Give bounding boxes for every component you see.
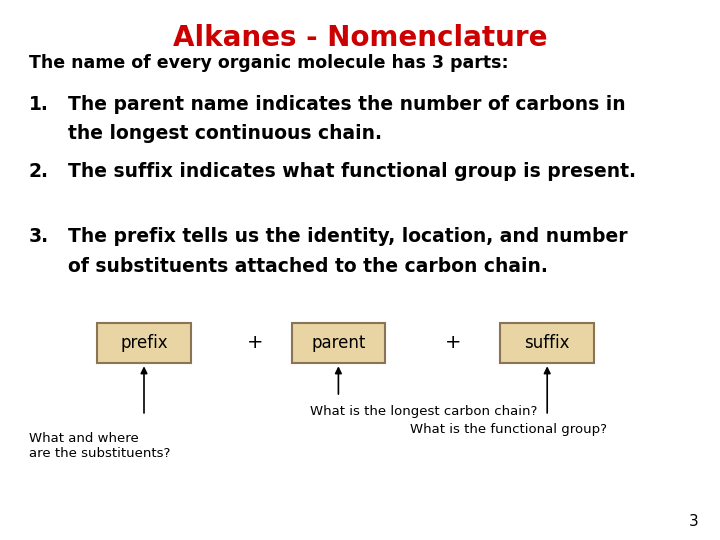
Text: The prefix tells us the identity, location, and number: The prefix tells us the identity, locati… [68,227,628,246]
Text: 3: 3 [688,514,698,529]
Text: 2.: 2. [29,162,49,181]
Text: +: + [446,333,462,353]
Text: +: + [248,333,264,353]
Text: 1.: 1. [29,94,49,113]
FancyBboxPatch shape [500,322,594,363]
Text: What is the longest carbon chain?: What is the longest carbon chain? [310,405,537,418]
Text: The parent name indicates the number of carbons in: The parent name indicates the number of … [68,94,626,113]
Text: The suffix indicates what functional group is present.: The suffix indicates what functional gro… [68,162,636,181]
FancyBboxPatch shape [97,322,191,363]
Text: prefix: prefix [120,334,168,352]
Text: of substituents attached to the carbon chain.: of substituents attached to the carbon c… [68,256,548,275]
Text: 3.: 3. [29,227,49,246]
Text: the longest continuous chain.: the longest continuous chain. [68,124,382,143]
Text: What is the functional group?: What is the functional group? [410,423,608,436]
Text: suffix: suffix [524,334,570,352]
Text: The name of every organic molecule has 3 parts:: The name of every organic molecule has 3… [29,54,508,72]
Text: Alkanes - Nomenclature: Alkanes - Nomenclature [173,24,547,52]
Text: parent: parent [311,334,366,352]
Text: What and where
are the substituents?: What and where are the substituents? [29,432,170,460]
FancyBboxPatch shape [292,322,385,363]
